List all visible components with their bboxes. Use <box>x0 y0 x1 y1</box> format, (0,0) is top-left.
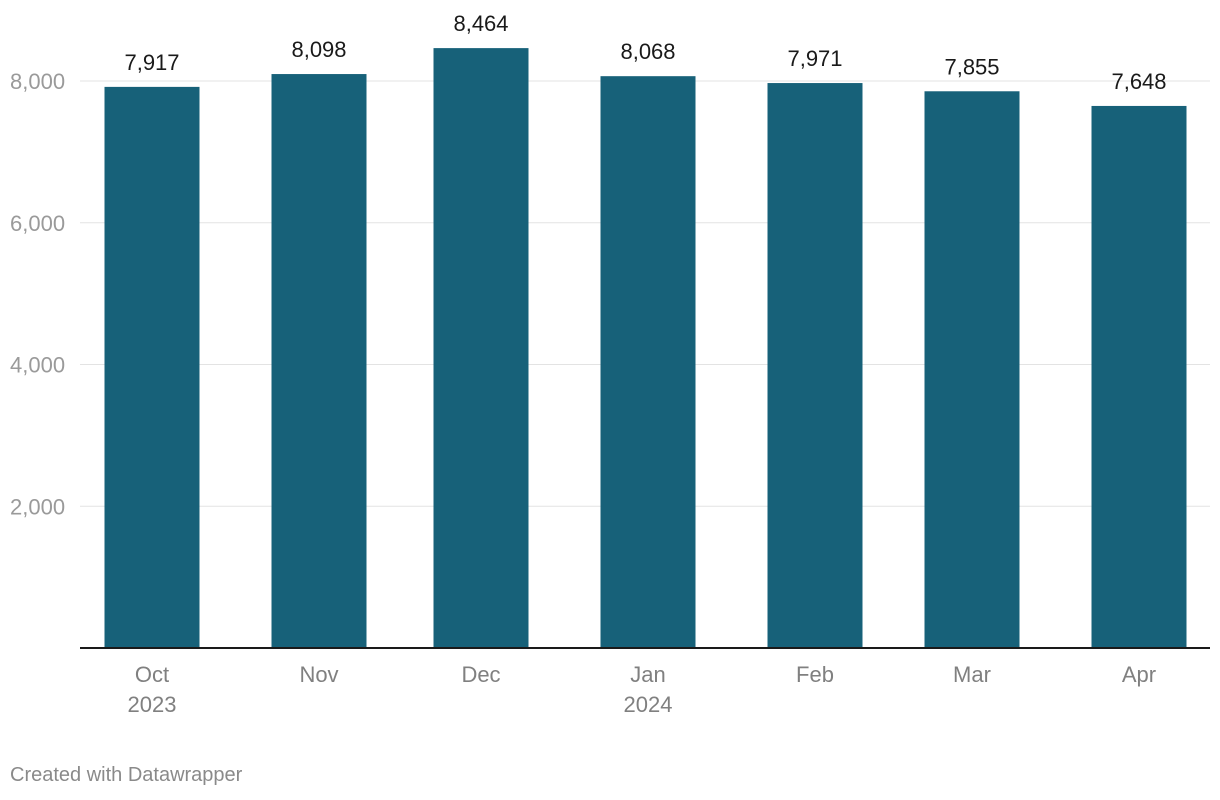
value-labels: 7,917 8,098 8,464 8,068 7,971 7,855 7,648 <box>124 11 1166 94</box>
value-label: 8,098 <box>291 37 346 62</box>
bar <box>767 83 863 649</box>
bar <box>924 91 1020 649</box>
x-tick-label: Jan <box>630 662 665 687</box>
x-tick-label: Nov <box>299 662 338 687</box>
value-label: 7,648 <box>1111 69 1166 94</box>
bar <box>433 48 529 648</box>
x-tick-label: 2024 <box>624 692 673 717</box>
x-tick-label: Mar <box>953 662 991 687</box>
y-tick-label: 6,000 <box>10 211 65 236</box>
bar <box>1091 105 1187 648</box>
bars <box>104 48 1187 649</box>
y-tick-label: 4,000 <box>10 353 65 378</box>
value-label: 7,855 <box>944 54 999 79</box>
y-tick-label: 8,000 <box>10 69 65 94</box>
y-axis-ticks: 2,000 4,000 6,000 8,000 <box>10 69 65 519</box>
value-label: 8,464 <box>453 11 508 36</box>
x-tick-label: Oct <box>135 662 169 687</box>
x-axis-ticks: Oct 2023 Nov Dec Jan 2024 Feb Mar Apr <box>128 662 1157 717</box>
value-label: 7,917 <box>124 50 179 75</box>
bar <box>271 74 367 648</box>
footer-credit: Created with Datawrapper <box>10 764 243 786</box>
x-tick-label: Dec <box>461 662 500 687</box>
value-label: 7,971 <box>787 46 842 71</box>
bar <box>600 76 696 649</box>
x-tick-label: 2023 <box>128 692 177 717</box>
y-tick-label: 2,000 <box>10 494 65 519</box>
x-tick-label: Apr <box>1122 662 1156 687</box>
value-label: 8,068 <box>620 39 675 64</box>
x-tick-label: Feb <box>796 662 834 687</box>
bar <box>104 86 200 648</box>
